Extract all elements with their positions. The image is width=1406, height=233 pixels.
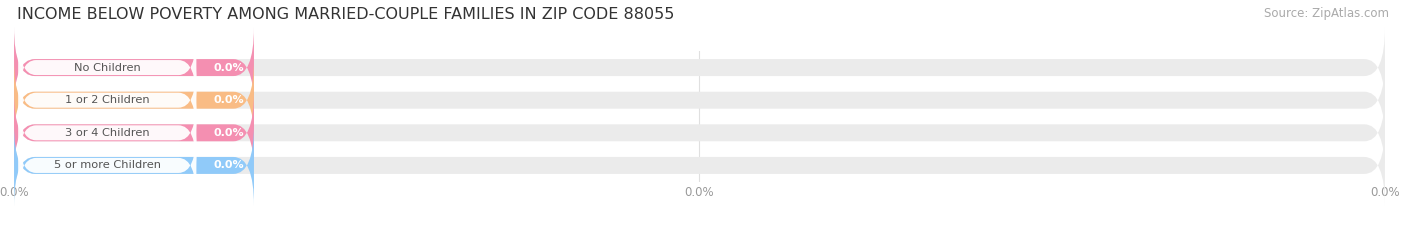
FancyBboxPatch shape [14,27,254,108]
FancyBboxPatch shape [14,92,1385,173]
FancyBboxPatch shape [14,92,254,173]
Text: 5 or more Children: 5 or more Children [53,161,160,170]
Text: No Children: No Children [75,63,141,72]
Text: 0.0%: 0.0% [214,95,245,105]
FancyBboxPatch shape [18,130,197,200]
Text: 0.0%: 0.0% [214,63,245,72]
FancyBboxPatch shape [14,27,1385,108]
Text: Source: ZipAtlas.com: Source: ZipAtlas.com [1264,7,1389,20]
FancyBboxPatch shape [14,60,254,141]
FancyBboxPatch shape [18,98,197,168]
FancyBboxPatch shape [14,125,1385,206]
FancyBboxPatch shape [18,65,197,135]
Text: INCOME BELOW POVERTY AMONG MARRIED-COUPLE FAMILIES IN ZIP CODE 88055: INCOME BELOW POVERTY AMONG MARRIED-COUPL… [17,7,675,22]
Text: 0.0%: 0.0% [214,161,245,170]
Text: 3 or 4 Children: 3 or 4 Children [65,128,149,138]
FancyBboxPatch shape [14,60,1385,141]
Text: 0.0%: 0.0% [214,128,245,138]
FancyBboxPatch shape [14,125,254,206]
Text: 1 or 2 Children: 1 or 2 Children [65,95,149,105]
FancyBboxPatch shape [18,33,197,103]
